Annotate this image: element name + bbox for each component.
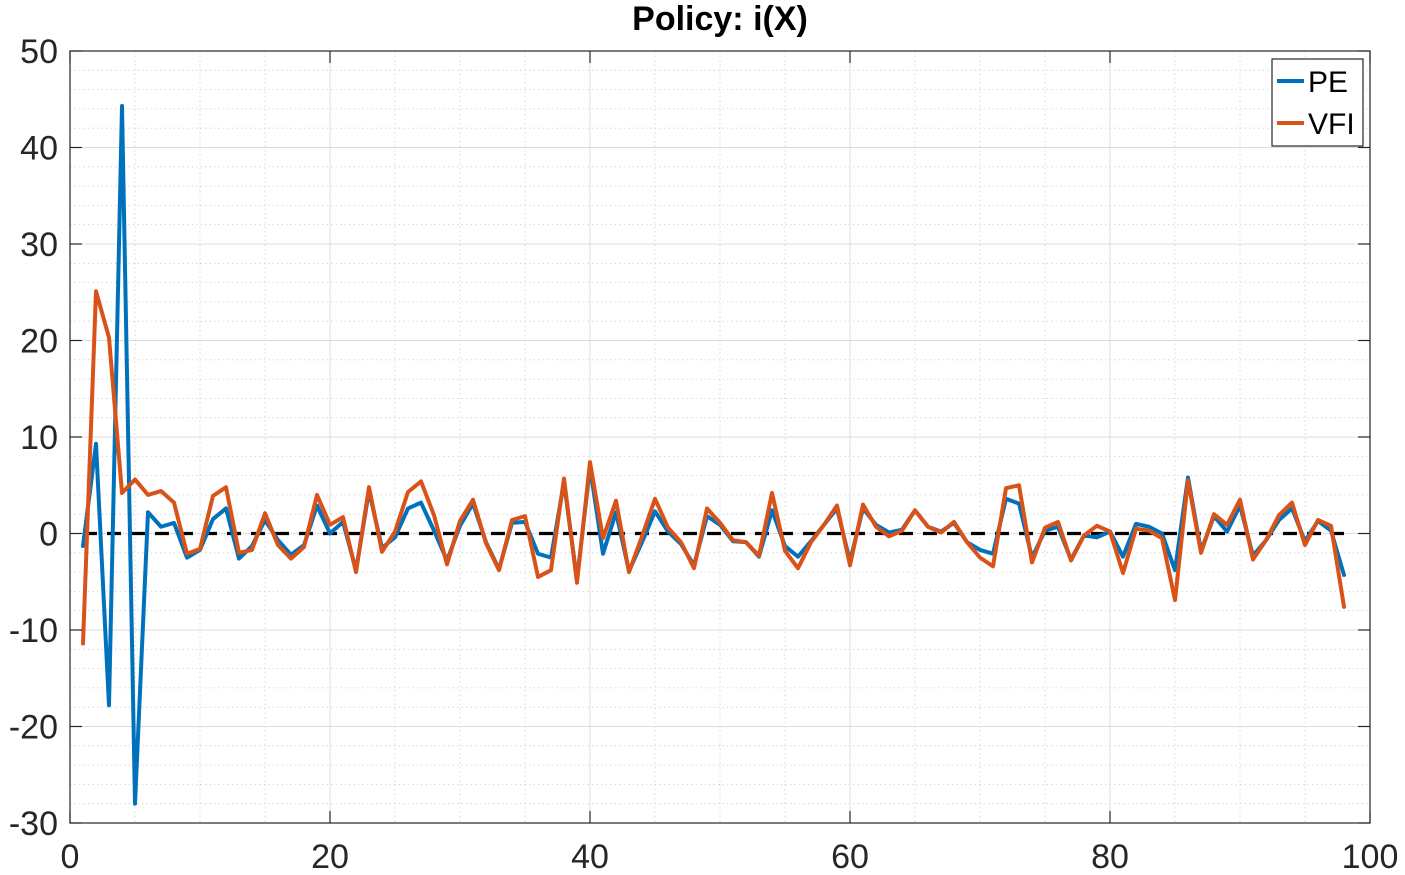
x-tick-label: 100 xyxy=(1342,838,1399,875)
legend-label-vfi: VFI xyxy=(1308,108,1355,141)
tick-marks xyxy=(69,50,1371,824)
y-tick-label: -10 xyxy=(9,612,58,650)
minor-grid xyxy=(70,51,1370,823)
series-layer xyxy=(81,104,1346,806)
legend-box xyxy=(1271,58,1364,147)
x-axis-tick-labels: 0 20 40 60 80 100 xyxy=(61,838,1399,875)
x-tick-label: 20 xyxy=(311,838,349,875)
legend-item-pe[interactable]: PE xyxy=(1277,66,1348,99)
x-tick-label: 0 xyxy=(61,838,80,875)
y-tick-label: 50 xyxy=(20,33,58,71)
y-tick-label: -20 xyxy=(9,709,58,747)
y-tick-label: 0 xyxy=(39,516,58,554)
chart-title: Policy: i(X) xyxy=(632,0,808,38)
x-tick-label: 40 xyxy=(571,838,609,875)
legend-item-vfi[interactable]: VFI xyxy=(1277,108,1355,141)
legend[interactable]: PE VFI xyxy=(1271,58,1364,147)
x-tick-label: 60 xyxy=(831,838,869,875)
y-tick-label: 30 xyxy=(20,226,58,264)
series-line-vfi xyxy=(81,289,1346,646)
y-tick-label: 20 xyxy=(20,323,58,361)
y-tick-label: 10 xyxy=(20,419,58,457)
y-tick-label: -30 xyxy=(9,805,58,843)
x-tick-label: 80 xyxy=(1091,838,1129,875)
y-axis-tick-labels: -30 -20 -10 0 10 20 30 40 50 xyxy=(9,33,58,843)
y-tick-label: 40 xyxy=(20,130,58,168)
legend-label-pe: PE xyxy=(1308,66,1348,99)
